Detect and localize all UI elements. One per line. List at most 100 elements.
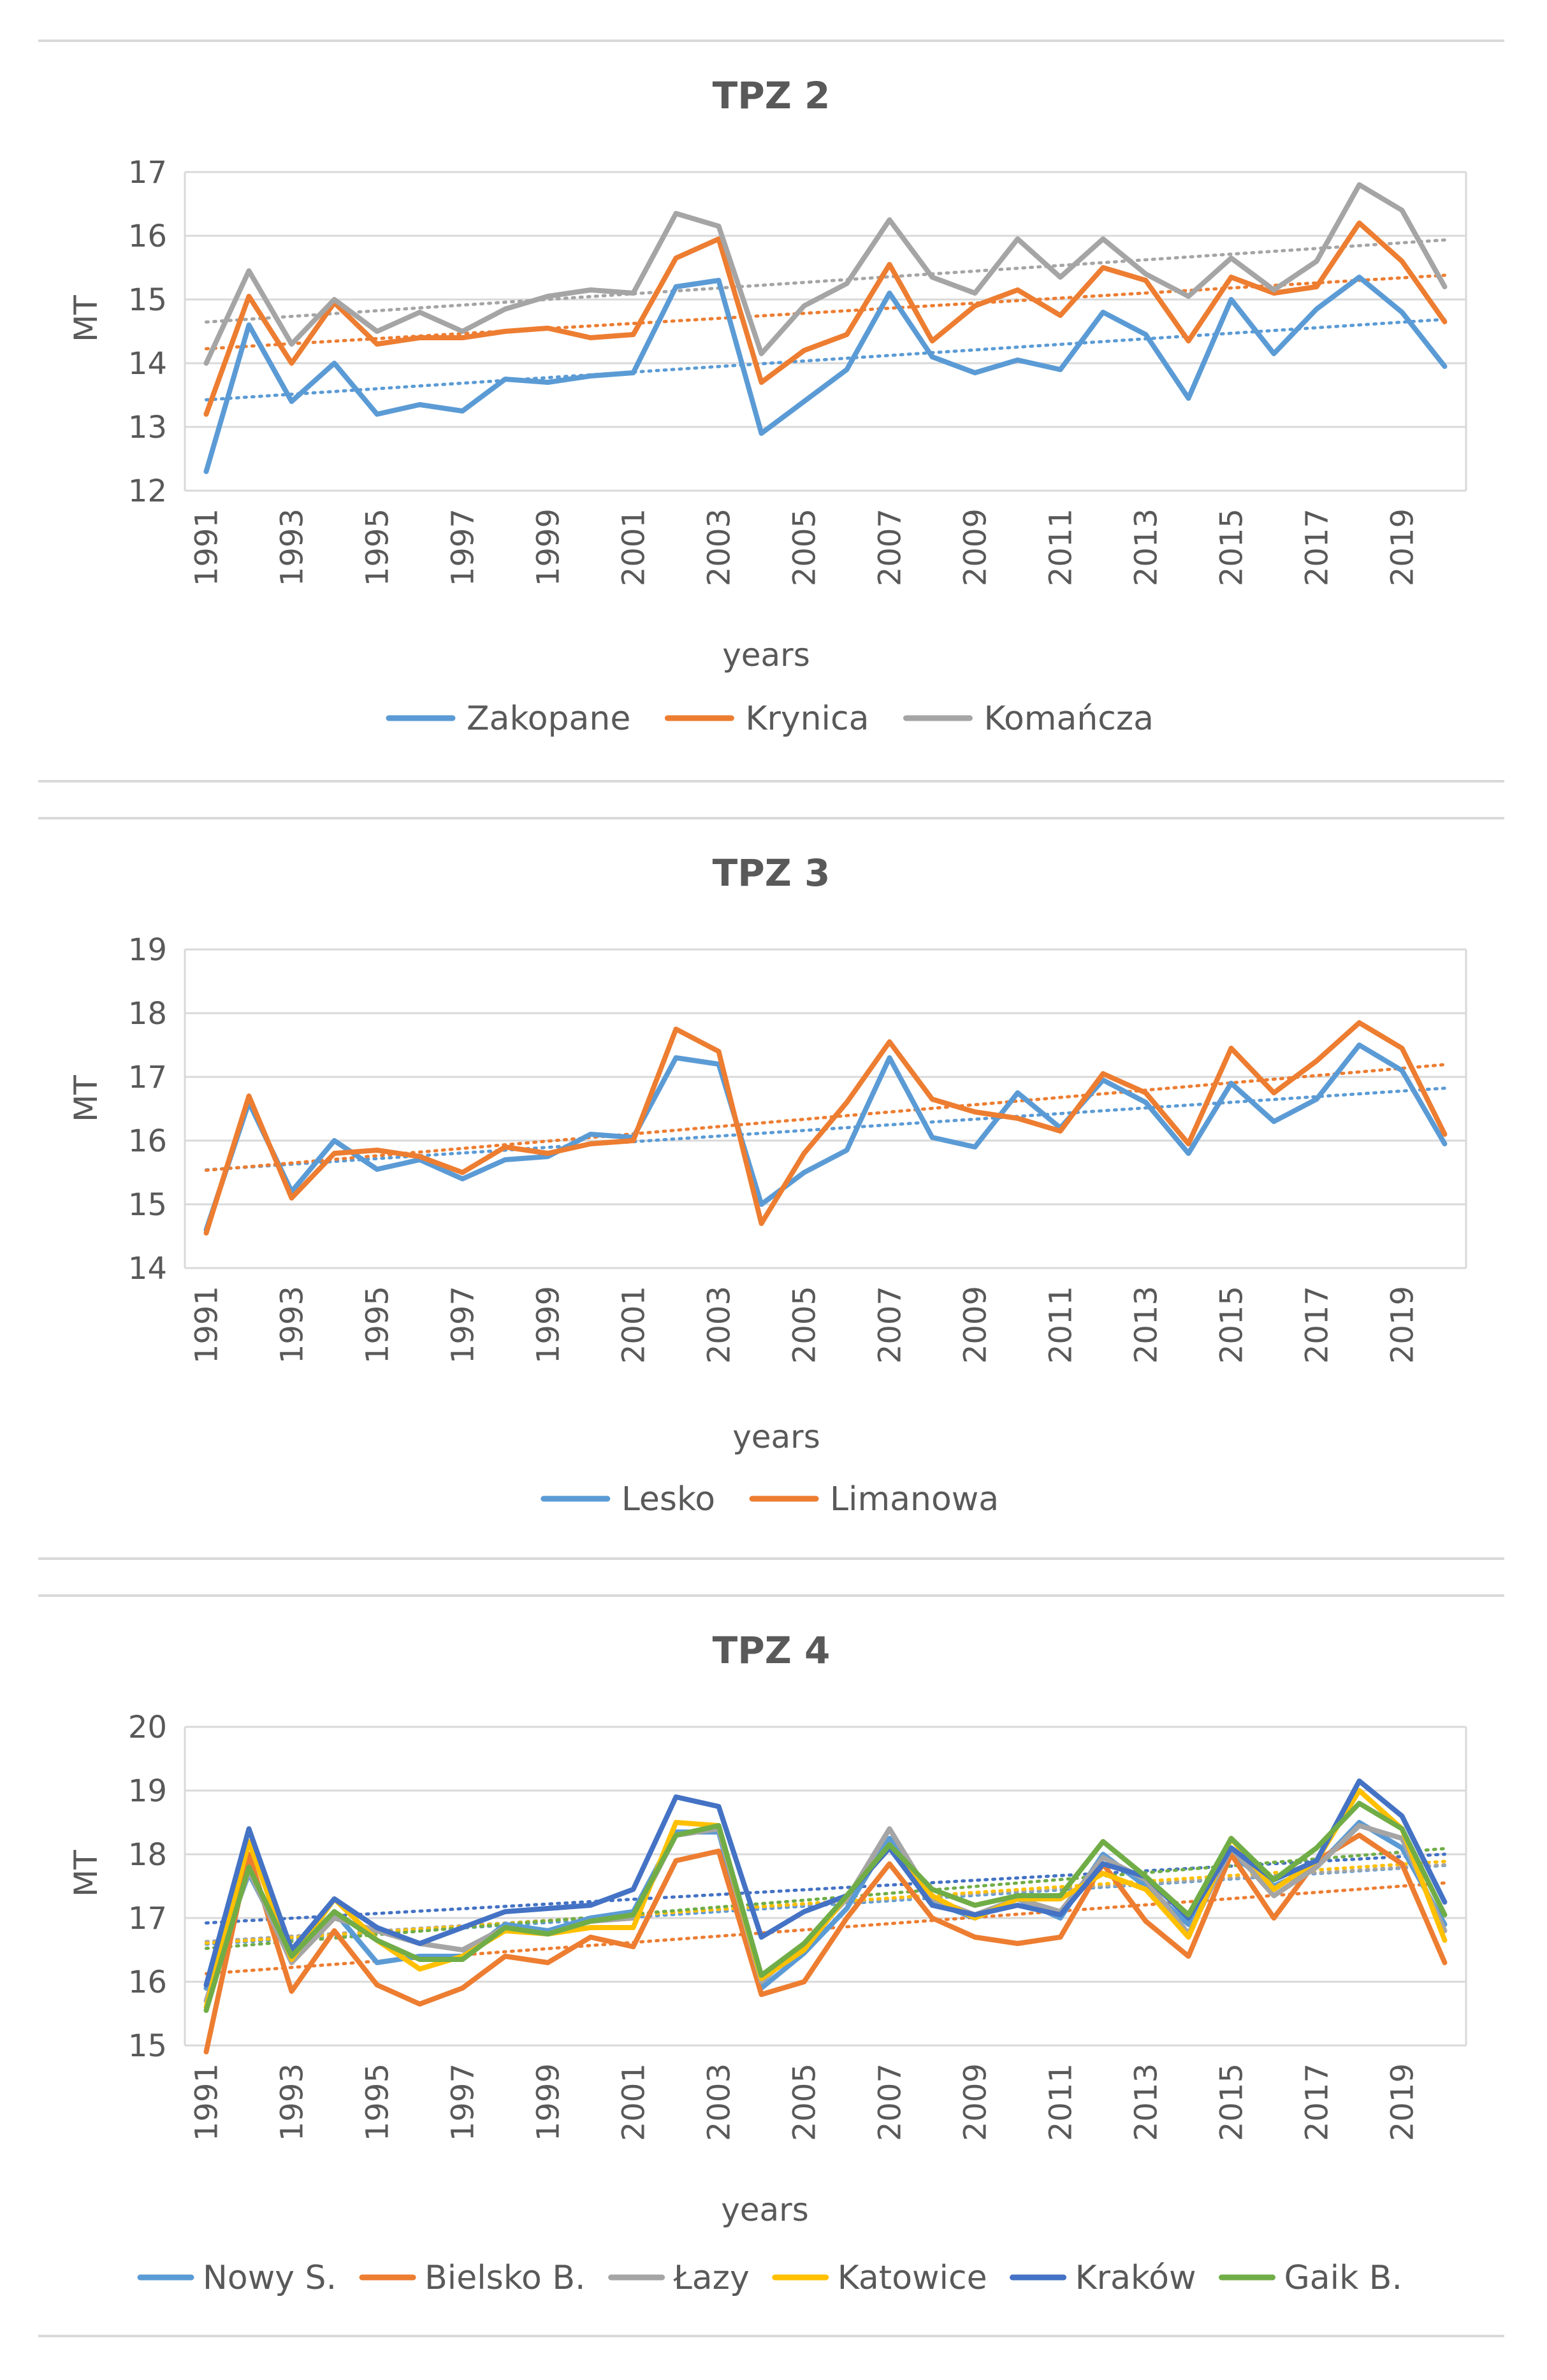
trendline-zakopane <box>205 317 1446 401</box>
legend-item: Zakopane <box>386 700 630 738</box>
x-tick-label: 1995 <box>360 508 396 586</box>
x-tick-label: 2009 <box>958 2063 994 2141</box>
x-tick-label: 2011 <box>1043 1286 1079 1364</box>
y-tick-label: 13 <box>128 410 167 445</box>
series-line-lesko <box>203 1042 1448 1232</box>
divider-1b <box>38 817 1504 819</box>
x-tick-label: 2013 <box>1129 2063 1165 2141</box>
x-tick-label: 1995 <box>360 2063 396 2141</box>
y-tick-label: 19 <box>128 932 167 968</box>
x-tick-label: 2003 <box>702 2063 737 2141</box>
chart-tpz3-svg: TPZ 3 14 15 16 17 18 19 1991 1993 1995 1997 1999 20… <box>68 851 1467 1518</box>
divider-top <box>38 40 1504 42</box>
legend-item: Katowice <box>772 2259 987 2297</box>
x-tick-label: 1999 <box>531 1286 567 1364</box>
chart-title: TPZ 2 <box>713 74 831 117</box>
chart-tpz4: TPZ 4 15 16 17 18 19 20 1991 1993 1995 1997 1999 20… <box>38 1599 1504 2332</box>
y-tick-label: 20 <box>128 1710 167 1745</box>
legend-label: Nowy S. <box>203 2259 337 2297</box>
x-tick-label: 2019 <box>1385 2063 1421 2141</box>
x-tick-label: 2007 <box>873 2063 908 2141</box>
y-axis-label: MT <box>68 295 105 342</box>
chart-title: TPZ 3 <box>713 851 831 895</box>
series-line-bielsko-b- <box>203 1833 1448 2054</box>
x-tick-label: 2007 <box>873 508 908 586</box>
x-axis-label: years <box>732 1418 820 1455</box>
series-line-limanowa <box>203 1020 1448 1236</box>
chart-tpz3: TPZ 3 14 15 16 17 18 19 1991 1993 1995 1997 1999 20… <box>38 822 1504 1555</box>
x-tick-label: 2017 <box>1300 508 1335 586</box>
series-line-zakopane <box>203 275 1448 474</box>
y-tick-label: 17 <box>128 1060 167 1095</box>
x-tick-label: 2005 <box>787 508 823 586</box>
chart-tpz2: TPZ 2 12 13 14 15 16 17 1991 1993 1995 1997 1999 20… <box>38 45 1504 777</box>
y-tick-label: 18 <box>128 996 167 1032</box>
legend: Nowy S. Bielsko B. Łazy Katowice Kraków Gaik … <box>137 2259 1402 2297</box>
y-tick-label: 14 <box>128 346 167 382</box>
y-axis-label: MT <box>68 1075 105 1122</box>
y-tick-label: 15 <box>128 1187 167 1223</box>
legend-item: Kraków <box>1010 2259 1196 2297</box>
y-tick-label: 17 <box>128 155 167 191</box>
y-tick-label: 16 <box>128 1123 167 1159</box>
legend-label: Bielsko B. <box>425 2259 585 2297</box>
y-tick-label: 15 <box>128 2028 167 2064</box>
x-tick-label: 2015 <box>1214 1286 1250 1364</box>
legend-item: Krynica <box>664 700 869 738</box>
x-tick-label: 2019 <box>1385 508 1421 586</box>
y-tick-label: 18 <box>128 1837 167 1873</box>
y-axis-label: MT <box>68 1850 105 1897</box>
x-tick-label: 2001 <box>616 508 652 586</box>
x-tick-label: 2011 <box>1043 2063 1079 2141</box>
legend: Zakopane Krynica Komańcza <box>386 700 1154 738</box>
x-tick-label: 2015 <box>1214 508 1250 586</box>
legend-item: Łazy <box>608 2259 750 2297</box>
x-tick-label: 1991 <box>189 2063 225 2141</box>
x-tick-label: 2007 <box>873 1286 908 1364</box>
y-tick-label: 15 <box>128 282 167 318</box>
y-tick-label: 16 <box>128 1965 167 2000</box>
x-tick-label: 1997 <box>446 1286 481 1364</box>
y-tick-label: 14 <box>128 1251 167 1287</box>
x-tick-label: 2011 <box>1043 508 1079 586</box>
trendline-komańcza <box>205 238 1446 324</box>
divider-2a <box>38 1557 1504 1560</box>
legend-label: Łazy <box>673 2259 750 2297</box>
x-tick-label: 1995 <box>360 1286 396 1364</box>
legend-label: Zakopane <box>467 700 630 738</box>
x-tick-label: 2003 <box>702 1286 737 1364</box>
chart-title: TPZ 4 <box>713 1629 831 1672</box>
chart-tpz2-svg: TPZ 2 12 13 14 15 16 17 1991 1993 1995 1997 1999 20… <box>68 74 1467 738</box>
x-tick-label: 2003 <box>702 508 737 586</box>
y-tick-label: 12 <box>128 473 167 509</box>
series-line-komańcza <box>203 182 1448 366</box>
y-tick-label: 16 <box>128 219 167 254</box>
legend-item: Komańcza <box>903 700 1154 738</box>
legend: Lesko Limanowa <box>541 1480 999 1518</box>
series-line-krynica <box>203 220 1448 417</box>
x-tick-label: 1993 <box>275 2063 310 2141</box>
series-line-gaik-b- <box>203 1801 1448 2013</box>
legend-item: Nowy S. <box>137 2259 337 2297</box>
x-tick-label: 1991 <box>189 508 225 586</box>
legend-label: Krynica <box>745 700 869 738</box>
legend-item: Lesko <box>541 1480 715 1518</box>
x-tick-label: 2009 <box>958 1286 994 1364</box>
x-tick-label: 2013 <box>1129 508 1165 586</box>
x-tick-label: 2001 <box>616 2063 652 2141</box>
y-tick-label: 19 <box>128 1773 167 1809</box>
trendline-limanowa <box>205 1063 1446 1172</box>
x-tick-label: 1999 <box>531 508 567 586</box>
legend-label: Gaik B. <box>1284 2259 1402 2297</box>
legend-label: Limanowa <box>830 1480 999 1518</box>
x-tick-label: 2015 <box>1214 2063 1250 2141</box>
legend-label: Lesko <box>621 1480 715 1518</box>
x-axis-label: years <box>722 637 810 674</box>
x-tick-label: 2005 <box>787 1286 823 1364</box>
divider-2b <box>38 1594 1504 1597</box>
x-tick-label: 1991 <box>189 1286 225 1364</box>
legend-label: Komańcza <box>984 700 1154 738</box>
legend-label: Katowice <box>838 2259 987 2297</box>
x-tick-label: 1997 <box>446 508 481 586</box>
legend-label: Kraków <box>1075 2259 1196 2297</box>
